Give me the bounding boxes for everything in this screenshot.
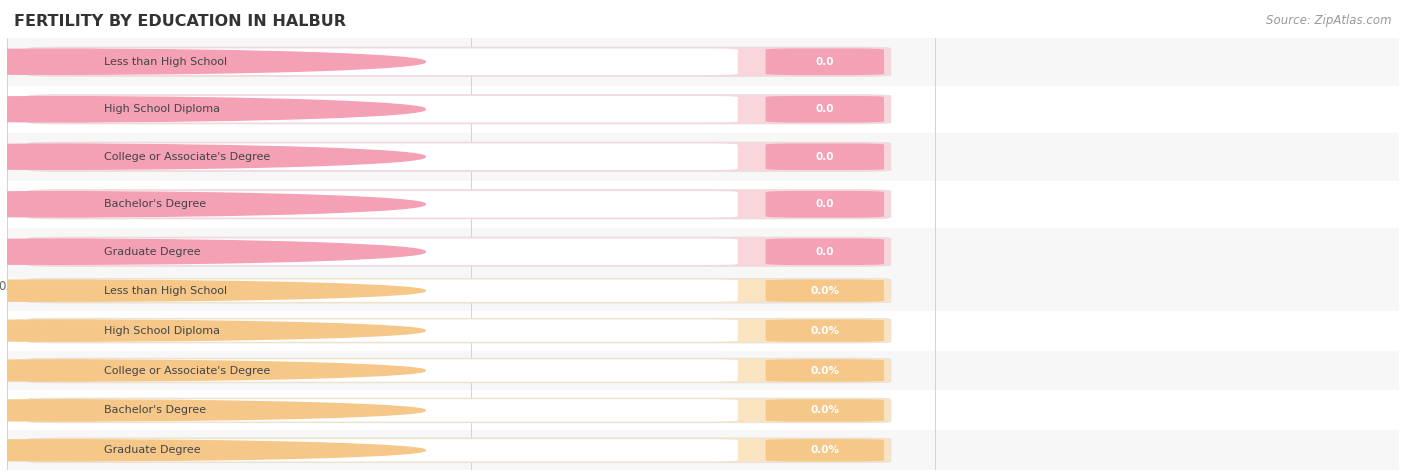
Bar bbox=[7, 38, 1399, 86]
Circle shape bbox=[0, 440, 425, 461]
FancyBboxPatch shape bbox=[28, 142, 891, 171]
Bar bbox=[7, 228, 1399, 276]
FancyBboxPatch shape bbox=[766, 191, 884, 218]
FancyBboxPatch shape bbox=[766, 359, 884, 382]
Text: 0.0: 0.0 bbox=[815, 199, 834, 209]
Bar bbox=[7, 271, 1399, 311]
Circle shape bbox=[0, 192, 425, 217]
Text: 0.0: 0.0 bbox=[815, 247, 834, 257]
FancyBboxPatch shape bbox=[28, 438, 891, 463]
FancyBboxPatch shape bbox=[83, 399, 738, 422]
FancyBboxPatch shape bbox=[28, 47, 891, 76]
Text: 0.0%: 0.0% bbox=[810, 445, 839, 456]
FancyBboxPatch shape bbox=[28, 95, 891, 124]
Bar bbox=[7, 390, 1399, 430]
Text: High School Diploma: High School Diploma bbox=[104, 104, 221, 114]
Circle shape bbox=[0, 97, 425, 122]
Text: Bachelor's Degree: Bachelor's Degree bbox=[104, 199, 207, 209]
FancyBboxPatch shape bbox=[83, 439, 738, 462]
Bar bbox=[7, 133, 1399, 180]
Text: College or Associate's Degree: College or Associate's Degree bbox=[104, 365, 271, 376]
Bar bbox=[7, 86, 1399, 133]
Circle shape bbox=[0, 239, 425, 264]
FancyBboxPatch shape bbox=[766, 319, 884, 342]
FancyBboxPatch shape bbox=[28, 190, 891, 219]
FancyBboxPatch shape bbox=[766, 279, 884, 302]
Text: 0.0%: 0.0% bbox=[810, 285, 839, 296]
Bar bbox=[7, 351, 1399, 390]
FancyBboxPatch shape bbox=[766, 96, 884, 123]
Circle shape bbox=[0, 400, 425, 421]
FancyBboxPatch shape bbox=[766, 238, 884, 265]
Bar bbox=[7, 180, 1399, 228]
Text: Source: ZipAtlas.com: Source: ZipAtlas.com bbox=[1267, 14, 1392, 27]
Bar bbox=[7, 311, 1399, 351]
FancyBboxPatch shape bbox=[83, 96, 738, 123]
FancyBboxPatch shape bbox=[766, 439, 884, 462]
Text: Graduate Degree: Graduate Degree bbox=[104, 247, 201, 257]
Text: College or Associate's Degree: College or Associate's Degree bbox=[104, 152, 271, 162]
FancyBboxPatch shape bbox=[28, 318, 891, 343]
Bar bbox=[7, 430, 1399, 470]
Text: 0.0: 0.0 bbox=[815, 104, 834, 114]
Text: 0.0%: 0.0% bbox=[810, 405, 839, 416]
FancyBboxPatch shape bbox=[83, 143, 738, 170]
Text: High School Diploma: High School Diploma bbox=[104, 325, 221, 336]
FancyBboxPatch shape bbox=[28, 278, 891, 303]
FancyBboxPatch shape bbox=[83, 279, 738, 302]
FancyBboxPatch shape bbox=[766, 143, 884, 170]
Text: 0.0%: 0.0% bbox=[810, 325, 839, 336]
Text: Less than High School: Less than High School bbox=[104, 57, 228, 67]
Circle shape bbox=[0, 49, 425, 74]
Text: Bachelor's Degree: Bachelor's Degree bbox=[104, 405, 207, 416]
Circle shape bbox=[0, 280, 425, 301]
Text: Less than High School: Less than High School bbox=[104, 285, 228, 296]
FancyBboxPatch shape bbox=[83, 238, 738, 265]
FancyBboxPatch shape bbox=[83, 48, 738, 75]
FancyBboxPatch shape bbox=[766, 399, 884, 422]
FancyBboxPatch shape bbox=[766, 48, 884, 75]
FancyBboxPatch shape bbox=[83, 359, 738, 382]
Text: 0.0: 0.0 bbox=[815, 152, 834, 162]
Circle shape bbox=[0, 360, 425, 381]
FancyBboxPatch shape bbox=[28, 358, 891, 383]
FancyBboxPatch shape bbox=[83, 319, 738, 342]
Circle shape bbox=[0, 144, 425, 169]
Text: Graduate Degree: Graduate Degree bbox=[104, 445, 201, 456]
Circle shape bbox=[0, 320, 425, 341]
Text: 0.0: 0.0 bbox=[815, 57, 834, 67]
FancyBboxPatch shape bbox=[83, 191, 738, 218]
FancyBboxPatch shape bbox=[28, 398, 891, 423]
Text: 0.0%: 0.0% bbox=[810, 365, 839, 376]
FancyBboxPatch shape bbox=[28, 237, 891, 266]
Text: FERTILITY BY EDUCATION IN HALBUR: FERTILITY BY EDUCATION IN HALBUR bbox=[14, 14, 346, 29]
